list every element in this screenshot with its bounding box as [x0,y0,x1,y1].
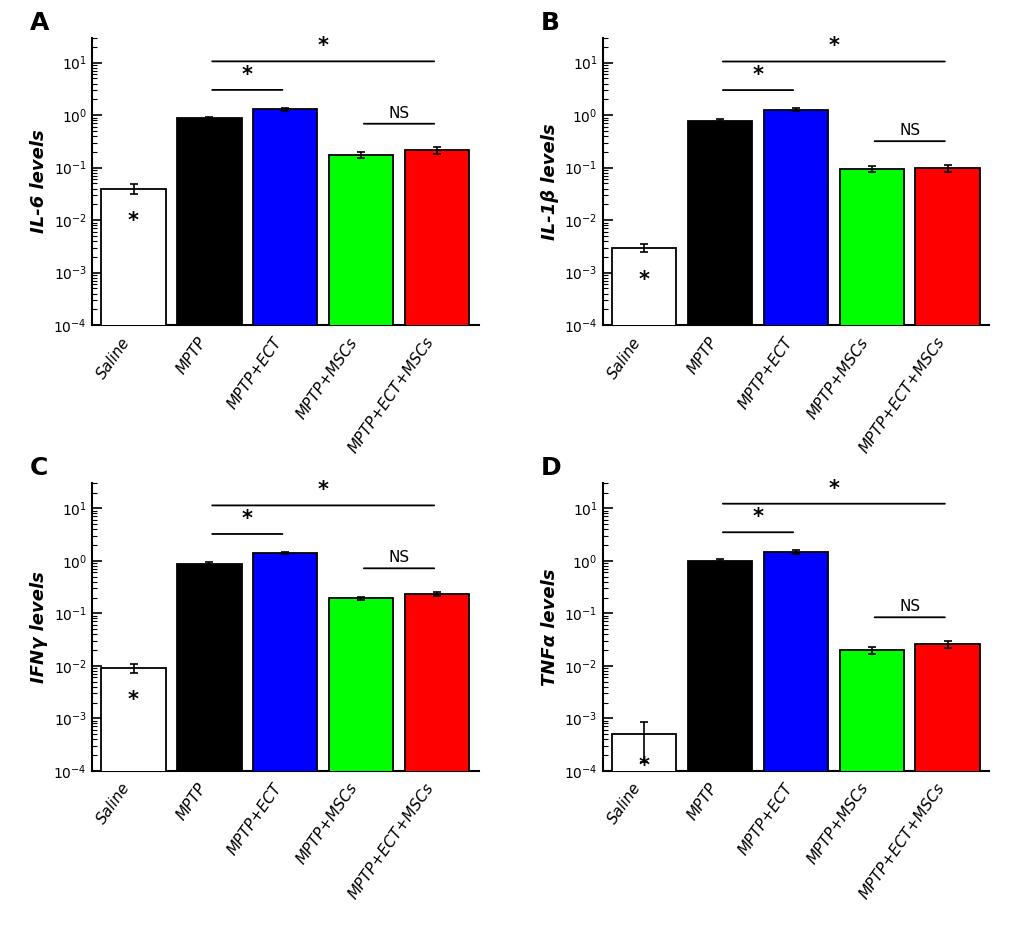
Text: C: C [30,457,48,480]
Bar [763,552,827,940]
Bar [763,110,827,940]
Bar [101,189,166,940]
Text: A: A [30,10,49,35]
Text: *: * [242,65,253,85]
Text: *: * [752,65,763,85]
Y-axis label: IFNγ levels: IFNγ levels [30,572,48,683]
Bar [687,561,752,940]
Text: *: * [242,509,253,529]
Bar [177,564,242,940]
Text: *: * [317,37,328,56]
Text: NS: NS [388,105,410,120]
Text: NS: NS [899,599,919,614]
Text: D: D [540,457,560,480]
Bar [328,598,393,940]
Bar [839,650,903,940]
Bar [839,169,903,940]
Text: *: * [638,756,649,776]
Text: *: * [827,37,839,56]
Y-axis label: TNFα levels: TNFα levels [540,569,558,686]
Text: NS: NS [388,550,410,565]
Text: *: * [128,690,139,711]
Bar [253,109,317,940]
Bar [101,668,166,940]
Text: *: * [827,478,839,498]
Text: *: * [638,270,649,290]
Bar [914,168,979,940]
Bar [611,247,676,940]
Y-axis label: IL-1β levels: IL-1β levels [540,123,558,240]
Bar [405,594,469,940]
Bar [253,553,317,940]
Y-axis label: IL-6 levels: IL-6 levels [30,130,48,233]
Text: *: * [317,480,328,500]
Bar [328,155,393,940]
Text: *: * [128,211,139,230]
Text: B: B [540,10,559,35]
Text: *: * [752,508,763,527]
Bar [177,118,242,940]
Bar [611,734,676,940]
Text: NS: NS [899,123,919,138]
Bar [405,150,469,940]
Bar [687,121,752,940]
Bar [914,644,979,940]
